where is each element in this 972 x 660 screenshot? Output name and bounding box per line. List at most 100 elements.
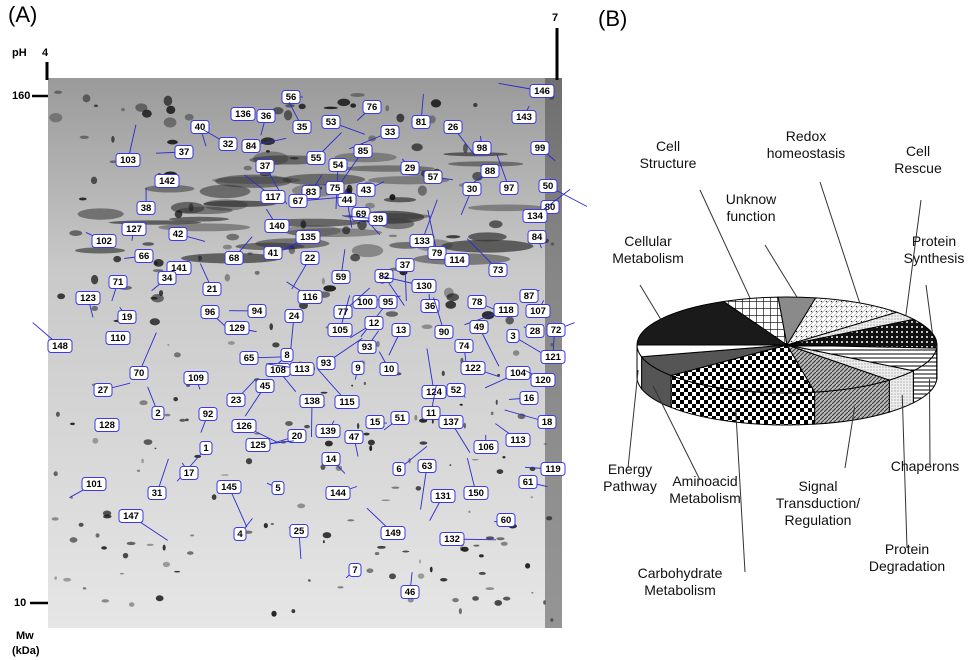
spot-label: 149 — [385, 528, 401, 539]
spot-label: 61 — [523, 477, 534, 488]
spot-label: 13 — [396, 325, 407, 336]
spot-label: 46 — [405, 587, 416, 598]
spot-label: 1 — [203, 443, 209, 454]
gel-spot — [52, 517, 59, 520]
panel-label: (B) — [598, 6, 627, 31]
gel-spot — [151, 294, 164, 302]
spot-label: 26 — [448, 122, 459, 133]
gel-spot — [154, 259, 164, 267]
gel-spot — [350, 254, 360, 261]
spot-label: 66 — [139, 251, 150, 262]
spot-label: 76 — [367, 102, 378, 113]
gel-spot — [377, 546, 386, 549]
gel-spot — [150, 318, 160, 325]
gel-spot — [163, 562, 170, 567]
gel-spot — [369, 445, 372, 451]
spot-label: 104 — [510, 368, 527, 379]
gel-spot — [290, 157, 299, 160]
label-leader — [929, 379, 930, 465]
spot-label: 32 — [223, 139, 234, 150]
label-leader — [765, 245, 797, 297]
spot-label: 3 — [510, 331, 515, 342]
gel-spot — [502, 456, 505, 458]
spot-label: 25 — [294, 526, 305, 537]
gel-spot — [347, 519, 354, 521]
gel-spot — [385, 105, 389, 111]
spot-label: 9 — [355, 363, 360, 374]
spot-label: 43 — [361, 185, 372, 196]
spot-label: 103 — [120, 155, 136, 166]
spot-label: 118 — [498, 305, 513, 316]
slice-label: Cell Rescue — [893, 143, 943, 177]
gel-spot — [452, 598, 459, 602]
gel-spot — [496, 400, 498, 405]
spot-label: 37 — [260, 161, 271, 172]
gel-spot — [185, 114, 194, 121]
spot-label: 101 — [86, 479, 103, 490]
gel-spot — [412, 143, 423, 151]
spot-label: 22 — [305, 253, 316, 264]
spot-label: 51 — [395, 413, 406, 424]
gel-spot — [102, 599, 110, 602]
spot-label: 29 — [405, 163, 416, 174]
spot-label: 93 — [362, 342, 373, 353]
gel-spot — [531, 592, 533, 594]
mw-unit: (kDa) — [12, 645, 40, 657]
gel-spot — [496, 537, 504, 540]
gel-streak — [203, 199, 247, 210]
spot-label: 84 — [532, 232, 543, 243]
gel-spot — [123, 553, 128, 559]
spot-label: 68 — [229, 253, 240, 264]
gel-spot — [92, 438, 98, 444]
spot-label: 75 — [330, 183, 341, 194]
gel-spot — [389, 235, 398, 237]
mw-bottom: 10 — [14, 597, 26, 609]
gel-spot — [111, 136, 114, 143]
spot-label: 49 — [474, 322, 485, 333]
spot-label: 144 — [330, 488, 347, 499]
gel-spot — [418, 185, 427, 195]
gel-spot — [246, 458, 252, 464]
spot-label: 2 — [155, 408, 160, 419]
spot-label: 74 — [459, 341, 470, 352]
gel-spot — [464, 423, 466, 429]
gel-spot — [198, 256, 202, 261]
gel-spot — [323, 540, 325, 543]
spot-label: 69 — [356, 209, 367, 220]
gel-spot — [284, 110, 292, 120]
spot-label: 37 — [400, 260, 411, 271]
spot-label: 72 — [551, 325, 562, 336]
spot-label: 52 — [451, 385, 462, 396]
gel-spot — [185, 419, 189, 422]
gel-spot — [337, 99, 350, 106]
gel-spot — [247, 252, 252, 254]
gel-spot — [422, 324, 433, 329]
spot-label: 85 — [358, 146, 369, 157]
gel-spot — [489, 220, 502, 228]
spot-label: 147 — [123, 511, 139, 522]
spot-label: 135 — [300, 232, 317, 243]
gel-streak — [384, 197, 416, 202]
spot-label: 119 — [545, 464, 560, 475]
spot-label: 131 — [435, 491, 452, 502]
gel-streak — [75, 247, 125, 253]
spot-label: 36 — [261, 111, 272, 122]
label-leader — [628, 370, 638, 468]
gel-spot — [91, 177, 97, 185]
spot-label: 44 — [342, 195, 353, 206]
gel-spot — [473, 103, 477, 107]
gel-spot — [525, 563, 530, 568]
gel-spot — [187, 551, 194, 555]
ph-end: 7 — [552, 12, 558, 24]
gel-spot — [91, 306, 98, 311]
spot-label: 20 — [292, 431, 303, 442]
gel-spot — [127, 542, 136, 545]
gel-spot — [324, 107, 338, 109]
spot-label: 140 — [269, 221, 285, 232]
slice-label: Chaperons — [885, 458, 965, 475]
gel-spot — [103, 515, 111, 519]
spot-label: 145 — [221, 482, 238, 493]
gel-streak — [215, 175, 292, 188]
gel-spot — [164, 414, 170, 417]
slice-label: Redox homeostasis — [751, 128, 861, 162]
